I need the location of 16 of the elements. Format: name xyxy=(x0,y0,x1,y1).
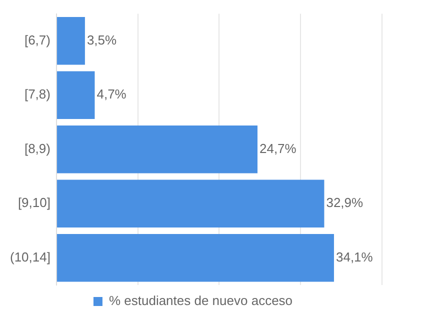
y-tick-label: [8,9) xyxy=(24,140,50,156)
y-tick-label: [6,7) xyxy=(24,32,50,48)
bar xyxy=(56,234,334,282)
bar xyxy=(56,17,85,65)
data-label: 24,7% xyxy=(259,140,297,156)
data-label: 3,5% xyxy=(86,32,118,48)
bar xyxy=(56,126,258,174)
y-tick-label: [7,8) xyxy=(24,86,50,102)
legend-label: % estudiantes de nuevo acceso xyxy=(108,293,293,308)
bar xyxy=(56,71,95,120)
bar xyxy=(56,180,324,228)
data-label: 4,7% xyxy=(96,86,127,102)
data-label: 32,9% xyxy=(326,195,364,210)
y-tick-label: [9,10] xyxy=(18,195,50,210)
y-tick-label: (10,14] xyxy=(10,249,50,264)
data-label: 34,1% xyxy=(336,249,374,264)
